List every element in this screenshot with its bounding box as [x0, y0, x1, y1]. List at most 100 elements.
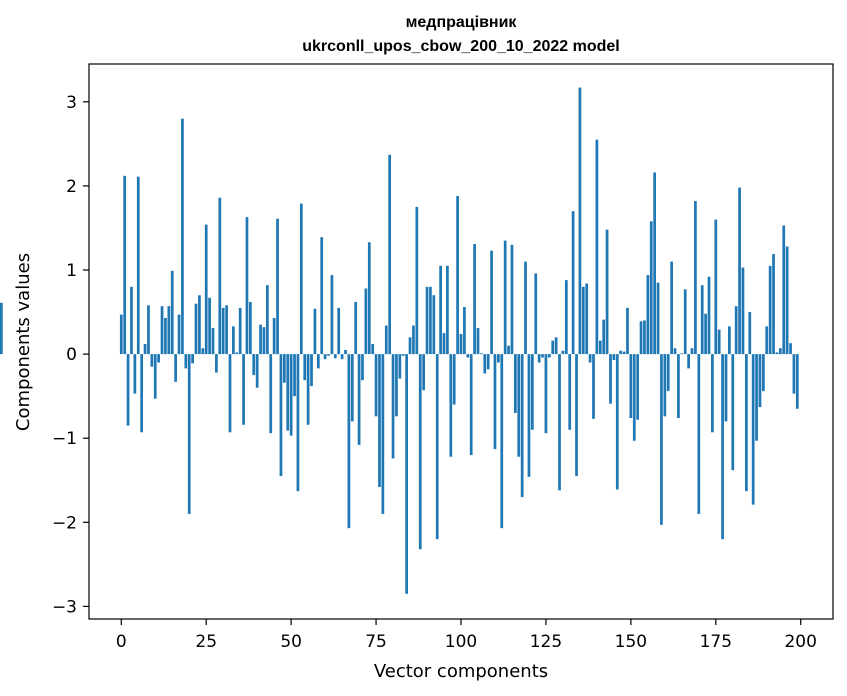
bar-41 [259, 324, 262, 355]
bar-37 [245, 217, 249, 355]
bar-107 [483, 354, 487, 374]
bar-185 [748, 312, 752, 355]
bar-155 [646, 275, 650, 355]
bar-94 [439, 265, 442, 355]
bar-161 [666, 354, 670, 392]
bar-34 [235, 352, 239, 355]
bar-104 [473, 243, 476, 355]
y-tick-label: 3 [66, 93, 77, 113]
bar-32 [228, 354, 232, 433]
y-axis-ticks: −3 −2 −1 0 1 2 3 [52, 93, 89, 617]
chart-title: медпрацівник [406, 14, 518, 31]
bar-39 [252, 354, 256, 376]
bar-65 [340, 354, 344, 360]
bar-122 [534, 273, 538, 355]
bar-191 [768, 265, 772, 355]
bar-163 [673, 348, 677, 355]
bar-181 [734, 306, 738, 355]
bar-86 [412, 325, 415, 355]
bar-62 [330, 275, 334, 355]
bar-126 [547, 354, 551, 358]
bar-114 [507, 345, 510, 355]
bar-134 [575, 354, 578, 477]
bar-145 [612, 354, 616, 360]
bar-188 [758, 354, 762, 408]
x-tick-label: 100 [445, 632, 477, 652]
bar-45 [272, 317, 276, 355]
bar-102 [466, 354, 470, 358]
bar-5 [136, 176, 140, 355]
bar-90 [425, 286, 429, 355]
bar-17 [177, 314, 181, 355]
chart-subtitle: ukrconll_upos_cbow_200_10_2022 model [302, 38, 619, 55]
bar-123 [537, 354, 541, 363]
bar-75 [374, 354, 378, 417]
bar-175 [714, 219, 718, 355]
bar-12 [160, 306, 164, 355]
bar-93 [435, 354, 439, 540]
y-tick-label: −1 [52, 429, 77, 449]
bar-143 [605, 229, 609, 355]
bar-138 [588, 354, 592, 363]
bar-6 [140, 354, 144, 433]
bar-146 [615, 354, 619, 490]
bar-11 [157, 354, 160, 363]
bar-59 [320, 237, 324, 355]
bar-132 [568, 354, 572, 430]
bar-154 [643, 320, 646, 355]
bar-78 [384, 325, 388, 355]
bar-56 [310, 354, 313, 387]
bar-70 [357, 354, 361, 445]
bar-196 [785, 246, 789, 355]
bar-183 [741, 267, 745, 355]
bar-106 [480, 353, 483, 355]
bar-127 [551, 340, 555, 355]
bar-151 [632, 354, 636, 441]
x-tick-label: 75 [365, 632, 387, 652]
bar-120 [527, 354, 531, 477]
bar-139 [592, 354, 595, 419]
bar-38 [249, 301, 252, 355]
bar-193 [775, 352, 779, 355]
bar-169 [694, 201, 697, 355]
bar-152 [636, 354, 640, 420]
bar-20 [187, 354, 191, 514]
bar-51 [293, 354, 296, 397]
bar-26 [208, 297, 211, 355]
x-tick-label: 200 [784, 632, 816, 652]
y-axis-label: Components values [13, 253, 34, 431]
bar-158 [656, 282, 660, 355]
bar-undefined [0, 302, 3, 355]
bar-125 [544, 354, 548, 434]
bar-171 [700, 285, 704, 355]
bar-21 [191, 354, 194, 364]
bar-189 [762, 354, 765, 392]
bar-140 [595, 139, 599, 355]
bar-141 [598, 340, 602, 355]
bar-198 [792, 354, 796, 394]
bar-55 [306, 354, 310, 425]
bar-111 [497, 354, 500, 363]
bar-46 [276, 218, 279, 355]
bar-119 [524, 261, 527, 355]
bar-124 [541, 354, 544, 358]
bar-30 [221, 307, 225, 355]
bar-176 [717, 329, 721, 355]
y-tick-label: −2 [52, 513, 77, 533]
x-tick-label: 150 [615, 632, 647, 652]
bar-113 [503, 240, 507, 355]
bar-18 [181, 118, 184, 355]
bar-135 [578, 87, 582, 355]
bar-129 [558, 354, 561, 491]
bar-156 [649, 221, 653, 355]
bar-60 [323, 354, 327, 360]
bar-81 [395, 354, 398, 417]
bar-174 [711, 354, 714, 433]
bar-162 [670, 261, 673, 355]
bar-116 [514, 354, 517, 413]
bar-112 [500, 354, 504, 529]
bar-91 [429, 286, 432, 355]
bar-48 [282, 354, 286, 383]
bar-69 [354, 301, 358, 355]
bar-series [0, 87, 799, 594]
